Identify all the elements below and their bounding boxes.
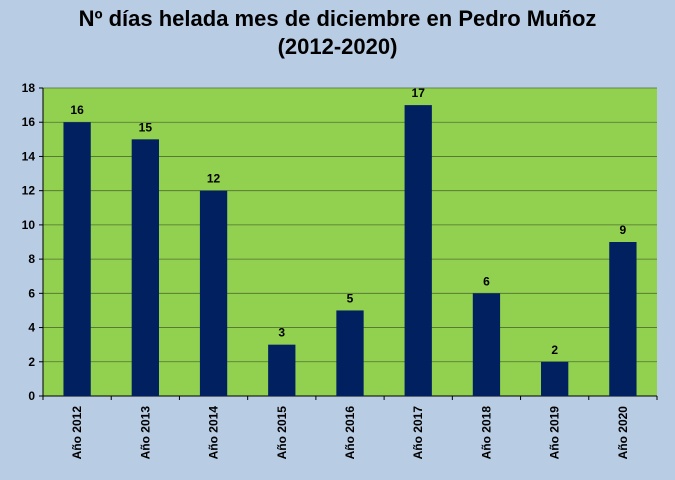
bar	[63, 122, 91, 396]
x-tick-label: Año 2014	[207, 406, 221, 460]
data-label: 9	[620, 223, 627, 237]
bar	[199, 190, 228, 396]
chart-title: Nº días helada mes de diciembre en Pedro…	[78, 6, 597, 31]
bar	[131, 139, 159, 397]
x-tick-label: Año 2013	[138, 406, 152, 460]
data-label: 15	[139, 120, 153, 134]
x-tick-label: Año 2012	[70, 406, 84, 460]
y-tick-label: 2	[28, 355, 35, 369]
data-label: 12	[207, 172, 221, 186]
data-label: 5	[347, 291, 354, 305]
x-tick-label: Año 2019	[548, 406, 562, 460]
y-tick-label: 6	[28, 286, 35, 300]
data-label: 6	[483, 274, 490, 288]
bar	[268, 344, 296, 396]
x-tick-label: Año 2016	[343, 406, 357, 460]
y-tick-label: 16	[22, 115, 36, 129]
data-label: 3	[278, 326, 285, 340]
bar	[336, 310, 364, 396]
bar	[541, 361, 569, 396]
chart-subtitle: (2012-2020)	[277, 34, 398, 59]
bar	[609, 242, 637, 396]
y-tick-label: 12	[22, 184, 36, 198]
y-tick-label: 14	[22, 149, 36, 163]
data-label: 2	[551, 343, 558, 357]
y-tick-label: 4	[28, 321, 35, 335]
data-label: 17	[412, 86, 426, 100]
bar	[472, 293, 501, 396]
y-tick-label: 18	[22, 81, 36, 95]
y-tick-label: 8	[28, 252, 35, 266]
x-tick-label: Año 2020	[616, 406, 630, 460]
y-tick-label: 10	[22, 218, 36, 232]
y-tick-label: 0	[28, 389, 35, 403]
x-tick-label: Año 2018	[479, 406, 493, 460]
bar	[404, 105, 432, 396]
x-tick-label: Año 2017	[411, 406, 425, 460]
data-label: 16	[70, 103, 84, 117]
x-tick-label: Año 2015	[275, 406, 289, 460]
